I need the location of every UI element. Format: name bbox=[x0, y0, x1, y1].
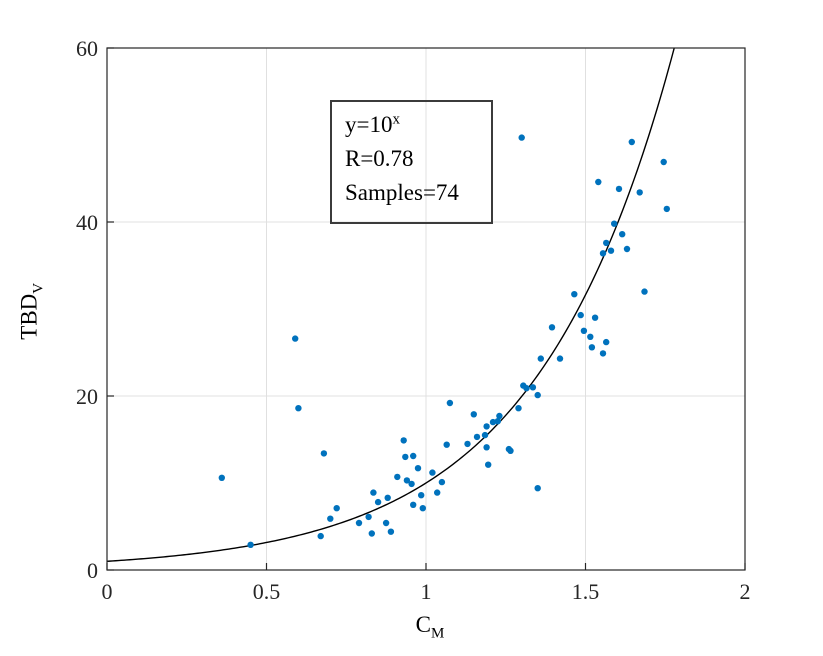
scatter-point bbox=[365, 513, 372, 521]
x-tick-label: 2 bbox=[740, 579, 751, 604]
x-axis-label-subscript: M bbox=[431, 625, 445, 642]
scatter-point bbox=[577, 311, 584, 319]
scatter-point bbox=[537, 355, 544, 362]
annotation-line-equation: y=10x bbox=[345, 111, 400, 137]
equation-exponent: x bbox=[392, 111, 400, 128]
x-tick-label: 0.5 bbox=[253, 579, 281, 604]
y-tick-label: 20 bbox=[76, 384, 98, 409]
scatter-point bbox=[641, 288, 648, 295]
scatter-point bbox=[534, 391, 541, 399]
scatter-point bbox=[611, 220, 618, 227]
scatter-point bbox=[599, 250, 607, 257]
scatter-point bbox=[327, 515, 334, 522]
scatter-point bbox=[580, 327, 588, 334]
scatter-point bbox=[556, 355, 564, 362]
annotation-line-r: R=0.78 bbox=[345, 146, 414, 171]
scatter-point bbox=[247, 541, 254, 548]
x-tick-label: 0 bbox=[102, 579, 113, 604]
scatter-point bbox=[446, 399, 454, 407]
scatter-point bbox=[418, 492, 425, 499]
scatter-point bbox=[470, 411, 477, 418]
scatter-point bbox=[481, 431, 489, 439]
scatter-point bbox=[607, 247, 615, 254]
scatter-point bbox=[374, 498, 382, 506]
scatter-point bbox=[523, 385, 530, 392]
annotation-line-samples: Samples=74 bbox=[345, 180, 459, 205]
scatter-point bbox=[483, 423, 490, 430]
scatter-point bbox=[663, 205, 670, 213]
scatter-point bbox=[443, 441, 450, 448]
scatter-point bbox=[529, 384, 537, 391]
scatter-point bbox=[591, 314, 599, 321]
scatter-point bbox=[518, 134, 525, 141]
scatter-point bbox=[400, 437, 407, 444]
scatter-point bbox=[384, 494, 391, 501]
y-tick-label: 40 bbox=[76, 210, 98, 235]
x-axis-label: CM bbox=[415, 612, 445, 642]
scatter-point bbox=[660, 158, 667, 166]
scatter-point bbox=[402, 453, 409, 461]
scatter-point bbox=[320, 450, 328, 457]
x-tick-label: 1 bbox=[421, 579, 432, 604]
scatter-point bbox=[623, 245, 631, 253]
scatter-point bbox=[408, 480, 415, 488]
scatter-point bbox=[355, 519, 363, 527]
scatter-point bbox=[587, 333, 594, 340]
scatter-point bbox=[368, 530, 375, 537]
scatter-point bbox=[485, 461, 492, 468]
scatter-point bbox=[370, 489, 377, 496]
scatter-point bbox=[295, 405, 302, 412]
scatter-point bbox=[410, 452, 417, 460]
scatter-point bbox=[496, 412, 503, 420]
scatter-point bbox=[603, 239, 610, 247]
scatter-point bbox=[382, 519, 390, 527]
scatter-point bbox=[571, 291, 578, 298]
scatter-point bbox=[636, 189, 643, 196]
scatter-point bbox=[588, 344, 596, 351]
scatter-point bbox=[292, 335, 299, 342]
scatter-point bbox=[333, 505, 340, 512]
scatter-point bbox=[599, 350, 607, 357]
scatter-point bbox=[419, 505, 426, 512]
y-axis-label: TBDV bbox=[16, 282, 47, 340]
scatter-point bbox=[394, 473, 401, 481]
fit-annotation-box: y=10x R=0.78 Samples=74 bbox=[330, 100, 493, 224]
scatter-point bbox=[410, 501, 417, 508]
y-axis-label-subscript: V bbox=[30, 282, 47, 294]
y-tick-label: 0 bbox=[87, 558, 98, 583]
scatter-point bbox=[434, 489, 441, 496]
scatter-point bbox=[317, 532, 324, 540]
scatter-point bbox=[218, 474, 225, 481]
scatter-point bbox=[429, 469, 436, 476]
scatter-point bbox=[603, 338, 610, 346]
scatter-point bbox=[534, 485, 541, 492]
scatter-point bbox=[619, 231, 626, 238]
fit-curve bbox=[106, 47, 675, 562]
scatter-point bbox=[595, 178, 602, 186]
scatter-point bbox=[438, 478, 446, 486]
scatter-point bbox=[548, 324, 556, 331]
scatter-point bbox=[615, 185, 623, 193]
scatter-point bbox=[507, 447, 514, 454]
scatter-point bbox=[515, 405, 522, 412]
scatter-point bbox=[473, 433, 481, 441]
scatter-point bbox=[403, 477, 411, 484]
scatter-point bbox=[387, 528, 395, 535]
y-tick-label: 60 bbox=[76, 36, 98, 61]
x-tick-label: 1.5 bbox=[572, 579, 600, 604]
scatter-point bbox=[494, 418, 501, 425]
scatter-point bbox=[489, 418, 497, 426]
scatter-point bbox=[483, 444, 490, 451]
scatter-point bbox=[414, 465, 422, 472]
scatter-point bbox=[464, 440, 471, 448]
scatter-point bbox=[628, 138, 635, 146]
